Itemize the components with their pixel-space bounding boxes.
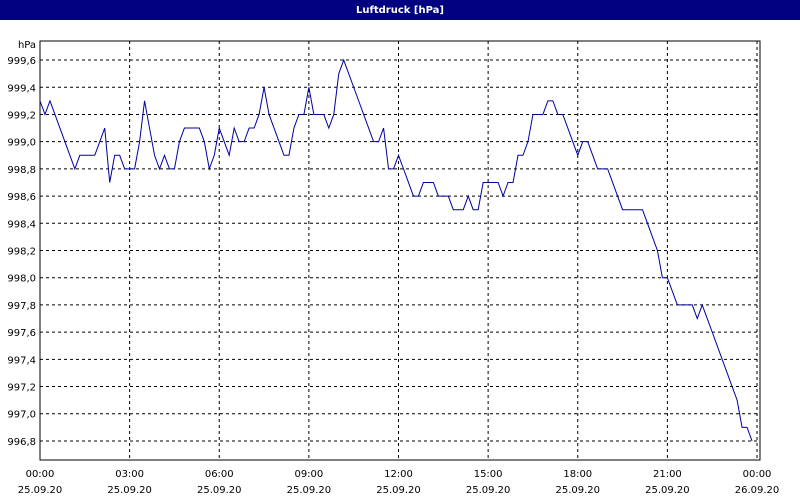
chart-title: Luftdruck [hPa] [356, 5, 444, 16]
x-tick-date: 25.09.20 [18, 485, 63, 496]
y-tick-label: 997,8 [7, 301, 36, 312]
y-tick-label: 997,0 [7, 410, 36, 421]
y-tick-label: 998,2 [7, 247, 36, 258]
x-tick-date: 25.09.20 [555, 485, 600, 496]
y-unit: hPa [18, 40, 36, 51]
x-tick-label: 09:00 [294, 469, 323, 480]
y-tick-label: 998,8 [7, 165, 36, 176]
x-tick-label: 06:00 [205, 469, 234, 480]
x-tick-label: 18:00 [563, 469, 592, 480]
x-tick-date: 25.09.20 [645, 485, 690, 496]
y-tick-label: 999,2 [7, 110, 36, 121]
y-tick-label: 997,2 [7, 383, 36, 394]
y-tick-label: 997,6 [7, 328, 36, 339]
x-tick-date: 25.09.20 [287, 485, 332, 496]
y-tick-label: 999,0 [7, 138, 36, 149]
y-tick-label: 999,4 [7, 83, 36, 94]
y-tick-label: 998,6 [7, 192, 36, 203]
y-tick-label: 997,4 [7, 355, 36, 366]
y-tick-label: 998,4 [7, 219, 36, 230]
data-line [39, 58, 753, 442]
y-tick-label: 999,6 [7, 56, 36, 67]
x-tick-date: 25.09.20 [376, 485, 421, 496]
x-tick-label: 12:00 [384, 469, 413, 480]
x-tick-label: 15:00 [474, 469, 503, 480]
x-tick-label: 00:00 [743, 469, 772, 480]
title-bar [0, 0, 800, 20]
x-tick-date: 25.09.20 [466, 485, 511, 496]
x-tick-date: 26.09.20 [735, 485, 780, 496]
x-tick-label: 00:00 [26, 469, 55, 480]
x-tick-label: 03:00 [115, 469, 144, 480]
x-tick-date: 25.09.20 [197, 485, 242, 496]
y-tick-label: 996,8 [7, 437, 36, 448]
x-tick-date: 25.09.20 [107, 485, 152, 496]
y-tick-label: 998,0 [7, 274, 36, 285]
x-tick-label: 21:00 [653, 469, 682, 480]
